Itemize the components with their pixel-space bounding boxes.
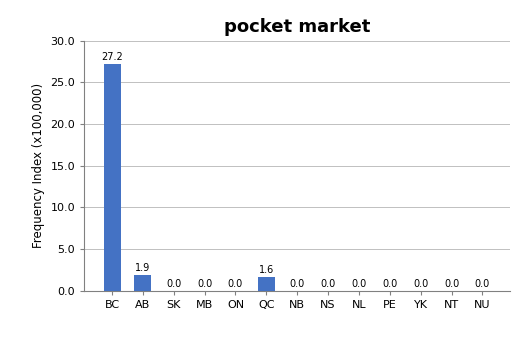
Text: 0.0: 0.0 [320, 279, 336, 289]
Text: 27.2: 27.2 [101, 52, 123, 62]
Bar [104, 64, 120, 291]
Text: 0.0: 0.0 [197, 279, 212, 289]
Text: 0.0: 0.0 [166, 279, 181, 289]
Text: 1.6: 1.6 [259, 265, 274, 275]
Title: pocket market: pocket market [224, 18, 370, 36]
Text: 0.0: 0.0 [290, 279, 305, 289]
Text: 0.0: 0.0 [413, 279, 428, 289]
Text: 0.0: 0.0 [228, 279, 243, 289]
Text: 0.0: 0.0 [351, 279, 367, 289]
Text: 0.0: 0.0 [475, 279, 490, 289]
Bar [134, 275, 151, 291]
Text: 0.0: 0.0 [382, 279, 398, 289]
Text: 0.0: 0.0 [444, 279, 459, 289]
Text: 1.9: 1.9 [135, 263, 150, 273]
Bar [258, 277, 275, 291]
Y-axis label: Frequency Index (x100,000): Frequency Index (x100,000) [32, 83, 45, 248]
